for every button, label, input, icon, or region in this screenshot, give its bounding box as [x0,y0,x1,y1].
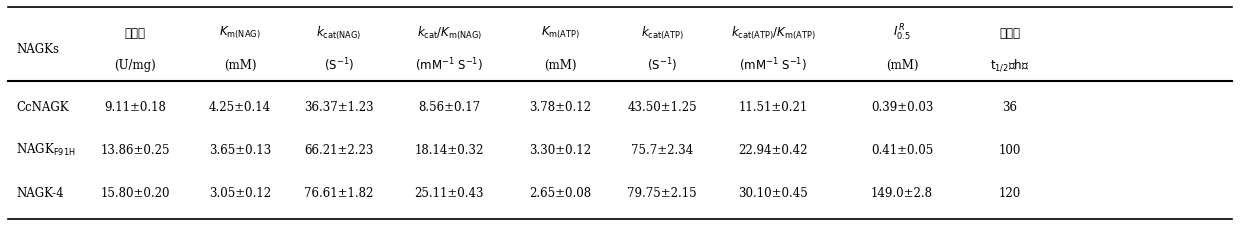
Text: (U/mg): (U/mg) [114,58,156,71]
Text: 半衰期: 半衰期 [999,27,1021,40]
Text: 11.51±0.21: 11.51±0.21 [739,100,808,113]
Text: 9.11±0.18: 9.11±0.18 [104,100,166,113]
Text: $k_{\rm cat}$/$K_{\rm m(NAG)}$: $k_{\rm cat}$/$K_{\rm m(NAG)}$ [417,25,482,42]
Text: 22.94±0.42: 22.94±0.42 [739,143,808,156]
Text: 149.0±2.8: 149.0±2.8 [870,186,932,199]
Text: 75.7±2.34: 75.7±2.34 [631,143,693,156]
Text: 0.39±0.03: 0.39±0.03 [870,100,934,113]
Text: $K_{\rm m(NAG)}$: $K_{\rm m(NAG)}$ [219,25,260,41]
Text: 79.75±2.15: 79.75±2.15 [627,186,697,199]
Text: 25.11±0.43: 25.11±0.43 [414,186,484,199]
Text: t$_{1/2}$（h）: t$_{1/2}$（h） [990,57,1029,73]
Text: 3.30±0.12: 3.30±0.12 [529,143,591,156]
Text: NAGK$_{\rm F91H}$: NAGK$_{\rm F91H}$ [16,142,76,158]
Text: 3.65±0.13: 3.65±0.13 [210,143,272,156]
Text: 100: 100 [998,143,1021,156]
Text: $k_{\rm cat(NAG)}$: $k_{\rm cat(NAG)}$ [316,25,362,42]
Text: NAGKs: NAGKs [16,42,60,55]
Text: 30.10±0.45: 30.10±0.45 [739,186,808,199]
Text: (mM$^{-1}$ S$^{-1}$): (mM$^{-1}$ S$^{-1}$) [415,56,484,74]
Text: 36: 36 [1002,100,1017,113]
Text: 3.05±0.12: 3.05±0.12 [210,186,272,199]
Text: $k_{\rm cat(ATP)}$: $k_{\rm cat(ATP)}$ [641,25,683,42]
Text: (mM): (mM) [224,58,257,71]
Text: CcNAGK: CcNAGK [16,100,69,113]
Text: 0.41±0.05: 0.41±0.05 [870,143,934,156]
Text: NAGK-4: NAGK-4 [16,186,64,199]
Text: 36.37±1.23: 36.37±1.23 [304,100,374,113]
Text: $k_{\rm cat(ATP)}$/$K_{\rm m(ATP)}$: $k_{\rm cat(ATP)}$/$K_{\rm m(ATP)}$ [730,25,816,42]
Text: 13.86±0.25: 13.86±0.25 [100,143,170,156]
Text: 8.56±0.17: 8.56±0.17 [418,100,480,113]
Text: $I_{0.5}^{\,R}$: $I_{0.5}^{\,R}$ [893,23,911,43]
Text: (mM): (mM) [885,58,919,71]
Text: (mM$^{-1}$ S$^{-1}$): (mM$^{-1}$ S$^{-1}$) [739,56,807,74]
Text: 3.78±0.12: 3.78±0.12 [529,100,591,113]
Text: 15.80±0.20: 15.80±0.20 [100,186,170,199]
Text: 2.65±0.08: 2.65±0.08 [529,186,591,199]
Text: 66.21±2.23: 66.21±2.23 [305,143,373,156]
Text: 120: 120 [998,186,1021,199]
Text: (mM): (mM) [544,58,577,71]
Text: 76.61±1.82: 76.61±1.82 [305,186,373,199]
Text: (S$^{-1}$): (S$^{-1}$) [324,56,355,74]
Text: 43.50±1.25: 43.50±1.25 [627,100,697,113]
Text: 18.14±0.32: 18.14±0.32 [414,143,484,156]
Text: 比酶活: 比酶活 [124,27,145,40]
Text: 4.25±0.14: 4.25±0.14 [210,100,272,113]
Text: $K_{\rm m(ATP)}$: $K_{\rm m(ATP)}$ [541,25,580,41]
Text: (S$^{-1}$): (S$^{-1}$) [647,56,677,74]
